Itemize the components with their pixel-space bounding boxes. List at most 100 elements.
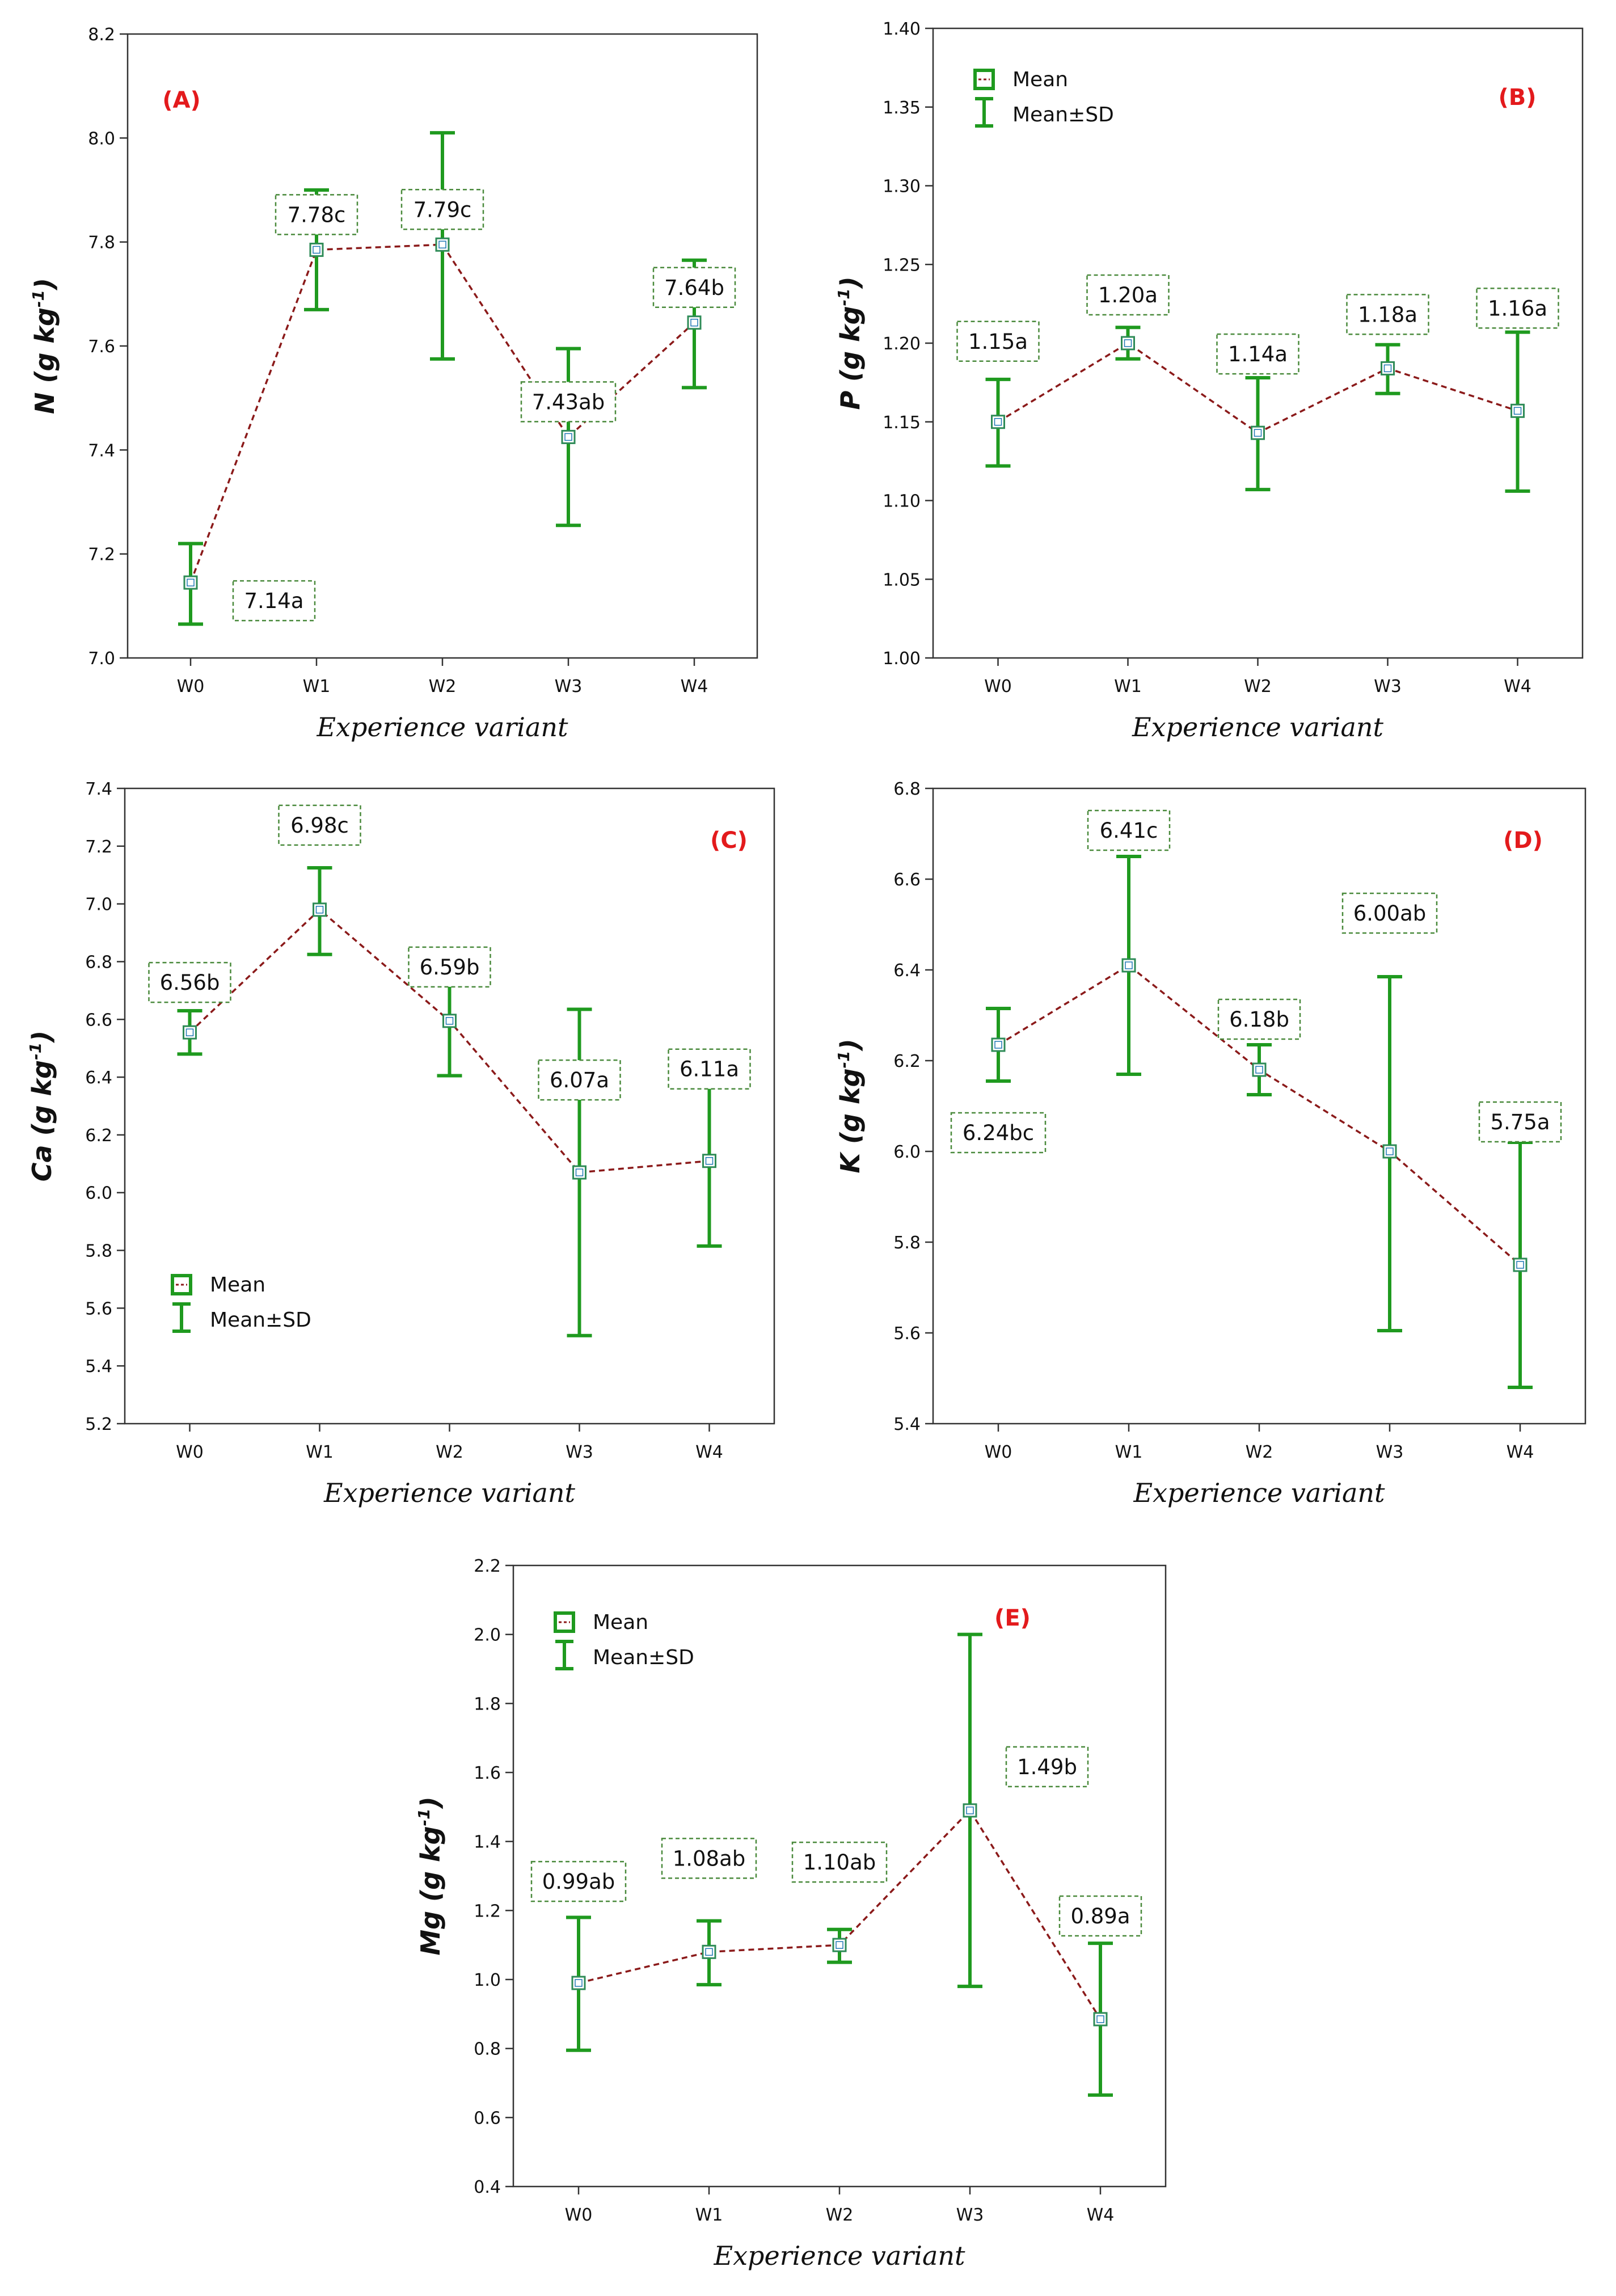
value-annotation: 7.79c bbox=[400, 189, 484, 230]
value-annotation: 1.49b bbox=[1005, 1746, 1089, 1788]
value-annotation: 5.75a bbox=[1478, 1101, 1562, 1143]
mean-marker bbox=[442, 1014, 457, 1028]
value-annotation: 6.24bc bbox=[950, 1112, 1047, 1154]
x-tick-label: W2 bbox=[429, 677, 457, 697]
annotation-label: 1.14a bbox=[1228, 342, 1288, 366]
y-tick-label: 0.6 bbox=[474, 2108, 501, 2128]
y-axis-unit-close: ) bbox=[835, 276, 866, 289]
annotation-label: 1.49b bbox=[1017, 1755, 1077, 1779]
x-tick-label: W1 bbox=[306, 1442, 334, 1462]
y-tick-label: 1.20 bbox=[883, 334, 921, 354]
annotation-label: 7.79c bbox=[414, 197, 472, 222]
chart-b: 1.00 1.05 1.10 1.15 1.20 1.25 1.30 1.35 1.40 W0 W1… bbox=[834, 19, 1584, 742]
x-tick-label: W3 bbox=[1374, 677, 1402, 697]
x-tick-label: W4 bbox=[1087, 2205, 1115, 2225]
panel-tag: (C) bbox=[710, 828, 748, 854]
mean-marker-inner bbox=[1125, 961, 1133, 969]
chart-e: 0.4 0.6 0.8 1.0 1.2 1.4 1.6 1.8 2.0 2.2 W0 W1 W2 W3 W4… bbox=[415, 1556, 1167, 2271]
annotation-box bbox=[1346, 294, 1429, 335]
annotation-label: 6.07a bbox=[550, 1068, 609, 1092]
annotation-label: 1.10ab bbox=[803, 1850, 876, 1875]
annotation-label: 6.98c bbox=[290, 813, 349, 838]
value-annotation: 7.14a bbox=[232, 580, 316, 622]
data-point-w3 bbox=[1377, 975, 1402, 1332]
annotation-box bbox=[1086, 274, 1170, 316]
mean-marker bbox=[1252, 1062, 1267, 1077]
annotation-label: 6.11a bbox=[680, 1057, 739, 1082]
mean-marker-inner bbox=[313, 246, 320, 254]
mean-marker-inner bbox=[705, 1157, 714, 1165]
x-tick-label: W4 bbox=[1507, 1442, 1534, 1462]
mean-marker-inner bbox=[1516, 1261, 1524, 1269]
annotation-box bbox=[652, 267, 736, 308]
y-axis-unit: (g kg bbox=[415, 1826, 446, 1911]
value-annotation: 0.89a bbox=[1058, 1895, 1142, 1937]
chart-panel-a: 7.0 7.2 7.4 7.6 7.8 8.0 8.2 W0 W1 W2 W3 W4 Experienc… bbox=[11, 11, 817, 749]
mean-marker bbox=[309, 242, 324, 257]
mean-marker bbox=[435, 237, 450, 252]
x-tick-label: W4 bbox=[681, 677, 708, 697]
y-axis-unit-exponent: -1 bbox=[26, 1043, 45, 1060]
x-tick-label: W2 bbox=[436, 1442, 463, 1462]
annotation-box bbox=[956, 320, 1040, 362]
mean-marker bbox=[313, 902, 327, 917]
x-tick-label: W0 bbox=[984, 677, 1012, 697]
annotation-box bbox=[278, 804, 361, 846]
value-annotation: 1.20a bbox=[1086, 274, 1170, 316]
value-annotation: 1.14a bbox=[1216, 333, 1299, 375]
annotation-label: 0.89a bbox=[1070, 1904, 1130, 1928]
value-annotation: 6.98c bbox=[278, 804, 361, 846]
value-annotation: 1.18a bbox=[1346, 294, 1429, 335]
annotation-box bbox=[1087, 809, 1171, 851]
mean-marker bbox=[702, 1944, 716, 1959]
annotation-label: 1.18a bbox=[1358, 302, 1417, 327]
annotation-box bbox=[668, 1048, 751, 1090]
data-point-w4 bbox=[1508, 1141, 1533, 1389]
y-tick-label: 1.2 bbox=[474, 1901, 501, 1921]
value-annotation: 1.10ab bbox=[791, 1841, 888, 1883]
annotation-box bbox=[1217, 998, 1301, 1040]
y-tick-label: 1.6 bbox=[474, 1763, 501, 1783]
y-tick-label: 5.4 bbox=[85, 1357, 112, 1377]
y-tick-label: 6.0 bbox=[85, 1184, 112, 1204]
panel-tag: (D) bbox=[1503, 828, 1543, 854]
mean-marker bbox=[1121, 336, 1135, 351]
value-annotation: 0.99ab bbox=[530, 1860, 627, 1902]
mean-marker bbox=[702, 1154, 716, 1168]
x-tick-label: W3 bbox=[956, 2205, 984, 2225]
value-annotation: 7.78c bbox=[275, 194, 358, 235]
legend-sd-icon bbox=[975, 97, 993, 128]
value-annotation: 6.11a bbox=[668, 1048, 751, 1090]
y-axis-unit-exponent: -1 bbox=[834, 1050, 853, 1068]
x-tick-label: W3 bbox=[555, 677, 583, 697]
y-tick-label: 6.2 bbox=[893, 1052, 921, 1071]
annotation-box bbox=[408, 946, 491, 988]
legend-mean-square bbox=[973, 69, 995, 90]
y-tick-label: 8.0 bbox=[88, 129, 115, 149]
y-axis-title: Ca (g kg-1) bbox=[26, 1031, 57, 1181]
y-axis-unit-exponent: -1 bbox=[834, 288, 853, 306]
y-tick-label: 2.2 bbox=[474, 1556, 501, 1576]
mean-marker bbox=[1513, 1257, 1528, 1272]
x-tick-label: W1 bbox=[1114, 677, 1142, 697]
y-tick-label: 6.2 bbox=[85, 1126, 112, 1146]
mean-marker bbox=[1093, 2012, 1108, 2027]
mean-marker-inner bbox=[705, 1948, 713, 1956]
data-point-w2 bbox=[1247, 1043, 1272, 1096]
y-tick-label: 1.30 bbox=[883, 177, 921, 197]
annotation-label: 7.14a bbox=[244, 589, 303, 613]
mean-marker bbox=[1251, 425, 1265, 440]
chart-panel-b: 1.00 1.05 1.10 1.15 1.20 1.25 1.30 1.35 1.40 W0 W1… bbox=[817, 11, 1611, 749]
annotation-box bbox=[1341, 892, 1438, 934]
data-point-w3 bbox=[957, 1632, 982, 1989]
x-tick-label: W0 bbox=[176, 1442, 204, 1462]
y-tick-label: 1.0 bbox=[474, 1970, 501, 1990]
mean-marker-inner bbox=[994, 418, 1002, 426]
y-axis: 0.4 0.6 0.8 1.0 1.2 1.4 1.6 1.8 2.0 2.2 bbox=[474, 1556, 513, 2197]
y-tick-label: 7.2 bbox=[88, 545, 115, 565]
value-annotation: 1.15a bbox=[956, 320, 1040, 362]
annotation-box bbox=[530, 1860, 627, 1902]
mean-marker bbox=[832, 1938, 847, 1952]
value-annotation: 6.07a bbox=[538, 1059, 621, 1101]
y-tick-label: 1.15 bbox=[883, 413, 921, 433]
